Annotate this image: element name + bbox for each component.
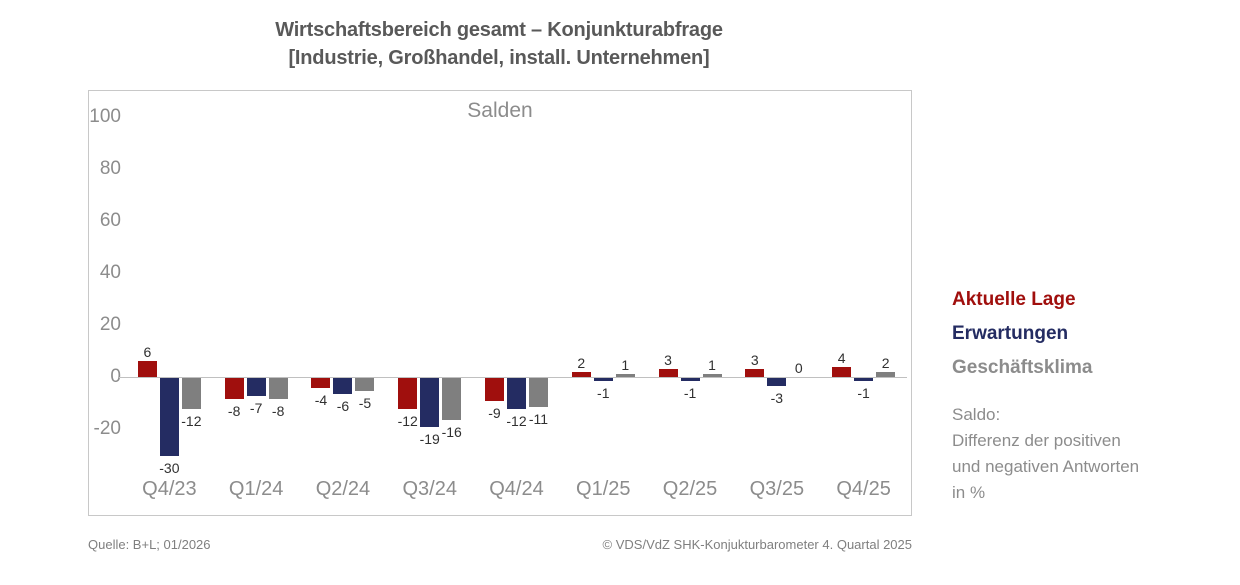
bar-value-label: 1 bbox=[708, 357, 716, 373]
bar-aktuelle-lage-q1-25 bbox=[571, 372, 591, 377]
bar-erwartungen-q1-24 bbox=[246, 378, 266, 396]
bar-gesch-ftsklima-q1-24 bbox=[268, 378, 288, 399]
saldo-note-line: Differenz der positiven bbox=[952, 431, 1121, 450]
legend-items: Aktuelle Lage Erwartungen Geschäftsklima bbox=[952, 288, 1212, 380]
y-tick-label: -20 bbox=[93, 418, 121, 439]
bar-gesch-ftsklima-q4-23 bbox=[181, 378, 201, 409]
bar-value-label: -16 bbox=[441, 424, 462, 440]
bar-aktuelle-lage-q2-24 bbox=[311, 378, 331, 388]
bar-value-label: 4 bbox=[837, 350, 846, 366]
saldo-note-line: in % bbox=[952, 483, 986, 502]
bar-aktuelle-lage-q3-25 bbox=[745, 369, 765, 377]
bar-value-label: -1 bbox=[597, 385, 610, 401]
x-tick-label-q2-25: Q2/25 bbox=[662, 478, 718, 500]
bar-erwartungen-q4-23 bbox=[159, 378, 179, 456]
bar-erwartungen-q2-24 bbox=[333, 378, 353, 394]
bar-aktuelle-lage-q3-24 bbox=[398, 378, 418, 409]
saldo-note-line: Saldo: bbox=[952, 405, 1001, 424]
bar-gesch-ftsklima-q2-24 bbox=[355, 378, 375, 391]
chart-title: Wirtschaftsbereich gesamt – Konjunkturab… bbox=[88, 16, 910, 72]
bar-value-label: -12 bbox=[397, 413, 418, 429]
bar-value-label: -5 bbox=[358, 395, 372, 411]
bar-aktuelle-lage-q4-25 bbox=[832, 367, 852, 377]
bar-value-label: -11 bbox=[528, 411, 549, 427]
bar-value-label: -6 bbox=[336, 398, 350, 414]
bar-value-label: -4 bbox=[314, 392, 328, 408]
chart-title-line1: Wirtschaftsbereich gesamt – Konjunkturab… bbox=[275, 19, 723, 41]
legend-item-gesch-ftsklima: Geschäftsklima bbox=[952, 357, 1093, 378]
y-tick-label: 100 bbox=[89, 106, 121, 127]
bar-value-label: 6 bbox=[143, 344, 152, 360]
bar-gesch-ftsklima-q4-25 bbox=[876, 372, 896, 377]
x-tick-label-q3-25: Q3/25 bbox=[749, 478, 805, 500]
bar-aktuelle-lage-q2-25 bbox=[658, 369, 678, 377]
y-tick-label: 60 bbox=[99, 210, 121, 231]
x-tick-label-q2-24: Q2/24 bbox=[315, 478, 371, 500]
bar-erwartungen-q4-24 bbox=[507, 378, 526, 409]
bar-gesch-ftsklima-q4-24 bbox=[529, 378, 548, 407]
bar-value-label: -19 bbox=[419, 431, 440, 447]
y-tick-label: 20 bbox=[99, 314, 121, 335]
chart-title-line2: [Industrie, Großhandel, install. Unterne… bbox=[288, 47, 710, 69]
x-tick-label-q4-23: Q4/23 bbox=[142, 478, 197, 500]
x-tick-label-q4-24: Q4/24 bbox=[489, 478, 544, 500]
bar-aktuelle-lage-q4-23 bbox=[137, 361, 157, 377]
bar-value-label: 2 bbox=[881, 355, 890, 371]
bar-value-label: 3 bbox=[664, 352, 672, 368]
bar-value-label: -1 bbox=[857, 385, 870, 401]
bar-aktuelle-lage-q4-24 bbox=[485, 378, 504, 401]
plot-subtitle: Salden bbox=[467, 99, 533, 122]
legend-item-erwartungen: Erwartungen bbox=[952, 323, 1069, 344]
legend: Aktuelle Lage Erwartungen Geschäftsklima S… bbox=[952, 288, 1212, 506]
bar-erwartungen-q1-25 bbox=[593, 378, 613, 381]
y-tick-label: 0 bbox=[110, 366, 121, 387]
bar-aktuelle-lage-q1-24 bbox=[224, 378, 244, 399]
bar-gesch-ftsklima-q3-24 bbox=[442, 378, 462, 420]
bar-erwartungen-q3-24 bbox=[420, 378, 440, 427]
x-tick-label-q3-24: Q3/24 bbox=[402, 478, 457, 500]
bar-erwartungen-q4-25 bbox=[854, 378, 874, 381]
bar-value-label: 2 bbox=[577, 355, 586, 371]
bar-gesch-ftsklima-q2-25 bbox=[702, 374, 722, 377]
zero-gridline bbox=[119, 377, 907, 378]
saldo-note: Saldo: Differenz der positiven und negativ… bbox=[952, 402, 1212, 506]
copyright-note: © VDS/VdZ SHK-Konjukturbarometer 4. Quar… bbox=[602, 537, 912, 552]
bar-value-label: -7 bbox=[249, 400, 263, 416]
bar-gesch-ftsklima-q1-25 bbox=[615, 374, 635, 377]
bar-value-label: -3 bbox=[770, 390, 784, 406]
bar-value-label: 0 bbox=[794, 360, 803, 376]
y-tick-label: 80 bbox=[99, 158, 121, 179]
bar-value-label: -1 bbox=[683, 385, 697, 401]
chart-plot-area: Salden 100 80 60 40 20 0 -20 6 -30 -12 -8 -7 -8 -4 -6… bbox=[88, 90, 912, 516]
x-tick-label-q4-25: Q4/25 bbox=[836, 478, 891, 500]
y-tick-label: 40 bbox=[99, 262, 121, 283]
x-tick-label-q1-25: Q1/25 bbox=[576, 478, 631, 500]
saldo-note-line: und negativen Antworten bbox=[952, 457, 1140, 476]
x-tick-label-q1-24: Q1/24 bbox=[228, 478, 284, 500]
bar-erwartungen-q2-25 bbox=[680, 378, 700, 381]
bar-value-label: -9 bbox=[488, 405, 501, 421]
bar-value-label: -8 bbox=[227, 403, 241, 419]
source-note: Quelle: B+L; 01/2026 bbox=[88, 537, 211, 552]
bar-value-label: 3 bbox=[750, 352, 759, 368]
bar-value-label: -12 bbox=[506, 413, 527, 429]
bar-value-label: -8 bbox=[271, 403, 285, 419]
legend-item-aktuelle-lage: Aktuelle Lage bbox=[952, 289, 1076, 310]
bar-erwartungen-q3-25 bbox=[767, 378, 787, 386]
bar-value-label: -12 bbox=[181, 413, 202, 429]
bar-value-label: -30 bbox=[159, 460, 180, 476]
bar-value-label: 1 bbox=[621, 357, 630, 373]
